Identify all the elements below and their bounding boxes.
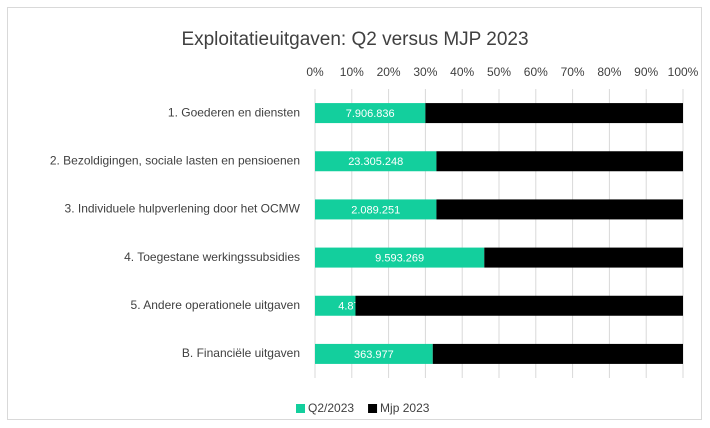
bar-segment <box>315 151 437 172</box>
x-tick-label: 80% <box>597 65 621 79</box>
category-label: 5. Andere operationele uitgaven <box>131 298 300 312</box>
x-tick-label: 20% <box>377 65 401 79</box>
category-label: 1. Goederen en diensten <box>168 105 300 119</box>
category-label: B. Financiële uitgaven <box>182 346 300 360</box>
bar-segment <box>432 343 683 364</box>
x-tick-label: 90% <box>634 65 658 79</box>
bar-segment <box>425 103 683 124</box>
bar-segment <box>484 247 683 268</box>
x-tick-label: 0% <box>306 65 324 79</box>
bar-segment <box>315 247 485 268</box>
bar-segment <box>436 199 683 220</box>
bar-segment <box>436 151 683 172</box>
bar-segment <box>315 103 426 124</box>
category-label: 3. Individuele hulpverlening door het OC… <box>65 202 301 216</box>
x-tick-label: 70% <box>561 65 585 79</box>
category-label: 2. Bezoldigingen, sociale lasten en pens… <box>50 153 300 167</box>
data-label: 363.977 <box>354 349 394 361</box>
x-tick-label: 100% <box>668 65 699 79</box>
legend-label: Q2/2023 <box>308 401 354 415</box>
bar-segment <box>355 295 683 316</box>
data-label: 9.593.269 <box>375 252 424 264</box>
data-label: 23.305.248 <box>348 156 403 168</box>
x-tick-label: 30% <box>413 65 437 79</box>
x-tick-label: 60% <box>524 65 548 79</box>
legend-swatch <box>296 404 305 413</box>
x-tick-label: 10% <box>340 65 364 79</box>
category-label: 4. Toegestane werkingssubsidies <box>124 250 300 264</box>
legend-label: Mjp 2023 <box>380 401 430 415</box>
data-label: 2.089.251 <box>351 204 400 216</box>
legend-swatch <box>368 404 378 413</box>
bar-segment <box>315 295 356 316</box>
bar-segment <box>315 343 433 364</box>
bar-segment <box>315 199 437 220</box>
x-tick-label: 40% <box>450 65 474 79</box>
chart-title: Exploitatieuitgaven: Q2 versus MJP 2023 <box>181 29 528 50</box>
x-tick-label: 50% <box>487 65 511 79</box>
data-label: 7.906.836 <box>346 108 395 120</box>
